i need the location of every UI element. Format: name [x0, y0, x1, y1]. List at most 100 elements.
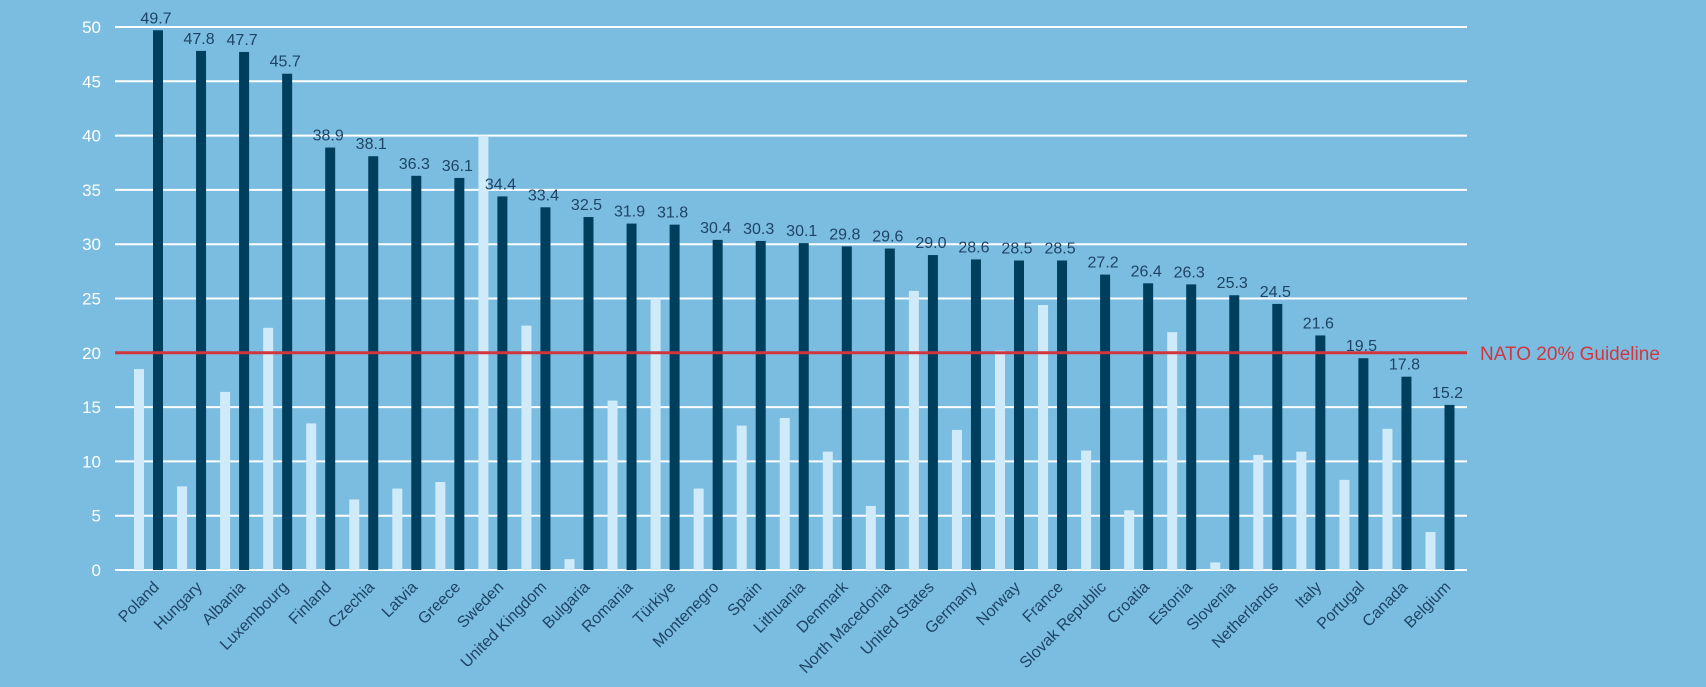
data-label-28: 19.5	[1346, 338, 1377, 355]
bar-27-current	[1315, 335, 1326, 570]
bars	[134, 30, 1455, 571]
bar-24-earlier	[1167, 332, 1178, 570]
data-label-18: 29.0	[915, 235, 946, 252]
y-tick-label: 20	[82, 344, 101, 363]
bar-16-current	[841, 246, 852, 570]
bar-21-current	[1057, 260, 1068, 570]
bar-20-current	[1014, 260, 1024, 570]
bar-6-earlier	[392, 488, 403, 570]
bar-23-earlier	[1124, 510, 1135, 570]
data-label-13: 30.4	[700, 220, 731, 237]
data-label-10: 32.5	[571, 197, 602, 214]
y-tick-label: 40	[82, 127, 101, 146]
bar-8-current	[497, 196, 508, 570]
data-label-3: 45.7	[270, 54, 301, 71]
bar-26-current	[1272, 303, 1283, 570]
bar-9-current	[540, 207, 551, 570]
bar-27-earlier	[1296, 451, 1307, 570]
y-axis-ticks: 0 5 10 15 20 25 30 35 40 45 50	[82, 18, 101, 580]
bar-28-earlier	[1339, 479, 1350, 570]
bar-23-current	[1143, 283, 1154, 570]
x-axis-ticks: PolandHungaryAlbaniaLuxembourgFinlandCze…	[116, 578, 1455, 677]
y-tick-label: 50	[82, 18, 101, 37]
data-label-23: 26.4	[1131, 263, 1162, 280]
reference-line-group: NATO 20% Guideline	[115, 344, 1660, 365]
data-label-7: 36.1	[442, 158, 473, 175]
data-label-21: 28.5	[1044, 240, 1075, 257]
bar-9-earlier	[521, 325, 532, 570]
x-tick-label: Croatia	[1104, 579, 1153, 628]
data-label-15: 30.1	[786, 223, 817, 240]
y-tick-label: 10	[82, 452, 101, 471]
data-label-30: 15.2	[1432, 385, 1463, 402]
bar-16-earlier	[822, 451, 833, 570]
data-label-12: 31.8	[657, 205, 688, 222]
bar-11-earlier	[607, 400, 618, 570]
data-label-27: 21.6	[1303, 315, 1334, 332]
x-tick-label: Latvia	[379, 579, 421, 621]
bar-29-current	[1401, 376, 1412, 570]
bar-12-earlier	[650, 298, 661, 570]
y-tick-label: 0	[92, 561, 101, 580]
data-label-1: 47.8	[183, 31, 214, 48]
bar-4-earlier	[306, 423, 317, 570]
data-label-22: 27.2	[1088, 255, 1119, 272]
data-label-9: 33.4	[528, 187, 559, 204]
bar-13-earlier	[693, 488, 704, 570]
bar-29-earlier	[1382, 428, 1393, 570]
bar-3-earlier	[263, 327, 274, 570]
bar-5-current	[368, 156, 379, 570]
y-tick-label: 35	[82, 181, 101, 200]
y-tick-label: 30	[82, 235, 101, 254]
bar-12-current	[669, 224, 680, 571]
data-label-29: 17.8	[1389, 357, 1420, 374]
bar-21-earlier	[1038, 305, 1049, 570]
bar-25-current	[1229, 295, 1240, 570]
bar-4-current	[325, 147, 336, 570]
data-label-4: 38.9	[313, 128, 344, 145]
bar-1-current	[196, 50, 207, 571]
bar-24-current	[1186, 284, 1197, 570]
data-labels: 49.7 47.8 47.7 45.7 38.9 38.1 36.3 36.1 34.4 33.4…	[140, 10, 1463, 402]
bar-5-earlier	[349, 499, 360, 570]
bar-2-earlier	[220, 391, 231, 570]
data-label-25: 25.3	[1217, 275, 1248, 292]
data-label-16: 29.8	[829, 226, 860, 243]
bar-19-earlier	[951, 429, 962, 570]
bar-15-current	[798, 243, 809, 570]
bar-14-current	[755, 240, 766, 570]
data-label-2: 47.7	[227, 32, 258, 49]
bar-26-earlier	[1253, 454, 1264, 570]
data-label-26: 24.5	[1260, 284, 1291, 301]
bar-11-current	[626, 223, 637, 571]
bar-6-current	[411, 175, 422, 571]
data-label-6: 36.3	[399, 156, 430, 173]
y-tick-label: 15	[82, 398, 101, 417]
bar-3-current	[282, 73, 293, 570]
bar-20-earlier	[995, 350, 1005, 570]
x-tick-label: Spain	[725, 579, 766, 620]
bar-28-current	[1358, 358, 1369, 570]
bar-18-earlier	[908, 290, 919, 570]
bar-10-current	[583, 217, 594, 571]
bar-19-current	[970, 259, 981, 570]
bar-30-earlier	[1425, 531, 1436, 570]
bar-13-current	[712, 239, 723, 570]
data-label-17: 29.6	[872, 229, 903, 246]
bar-25-earlier	[1210, 562, 1221, 570]
data-label-8: 34.4	[485, 176, 516, 193]
bar-18-current	[927, 255, 938, 570]
data-label-5: 38.1	[356, 136, 387, 153]
x-tick-label: Norway	[973, 579, 1023, 629]
data-label-20: 28.5	[1001, 240, 1032, 257]
data-label-11: 31.9	[614, 204, 645, 221]
data-label-19: 28.6	[958, 239, 989, 256]
data-label-0: 49.7	[140, 10, 171, 27]
y-tick-label: 45	[82, 72, 101, 91]
data-label-24: 26.3	[1174, 264, 1205, 281]
x-tick-label: Portugal	[1314, 579, 1368, 633]
y-tick-label: 5	[92, 507, 101, 526]
reference-line-label: NATO 20% Guideline	[1480, 344, 1660, 365]
